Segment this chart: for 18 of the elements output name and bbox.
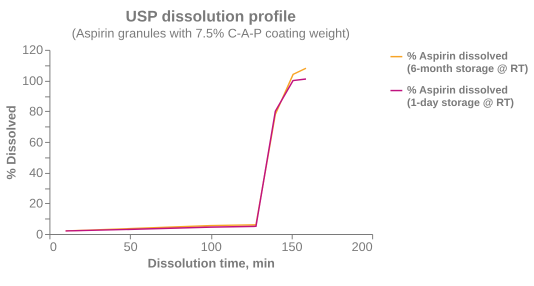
x-tick-label: 50 bbox=[124, 240, 138, 254]
chart-title: USP dissolution profile bbox=[126, 8, 296, 26]
x-tick-label: 150 bbox=[281, 240, 302, 254]
x-tick-label: 200 bbox=[352, 240, 373, 254]
y-tick-label: 100 bbox=[22, 74, 44, 88]
chart-subtitle: (Aspirin granules with 7.5% C-A-P coating weight) bbox=[72, 26, 350, 40]
y-tick-label: 120 bbox=[22, 43, 44, 58]
y-axis-title: % Dissolved bbox=[4, 105, 18, 180]
y-tick-label: 40 bbox=[29, 166, 44, 180]
y-tick-label: 0 bbox=[36, 227, 44, 242]
legend-label: % Aspirin dissolved (1-day storage @ RT) bbox=[407, 84, 514, 110]
x-tick-label: 100 bbox=[200, 240, 222, 254]
x-tick-label: 0 bbox=[50, 240, 57, 254]
x-axis-title: Dissolution time, min bbox=[148, 256, 275, 270]
y-tick-label: 20 bbox=[29, 196, 44, 211]
y-tick-label: 60 bbox=[29, 135, 44, 150]
legend-label: % Aspirin dissolved (6-month storage @ RT) bbox=[407, 50, 529, 76]
y-tick-label: 80 bbox=[29, 104, 44, 119]
